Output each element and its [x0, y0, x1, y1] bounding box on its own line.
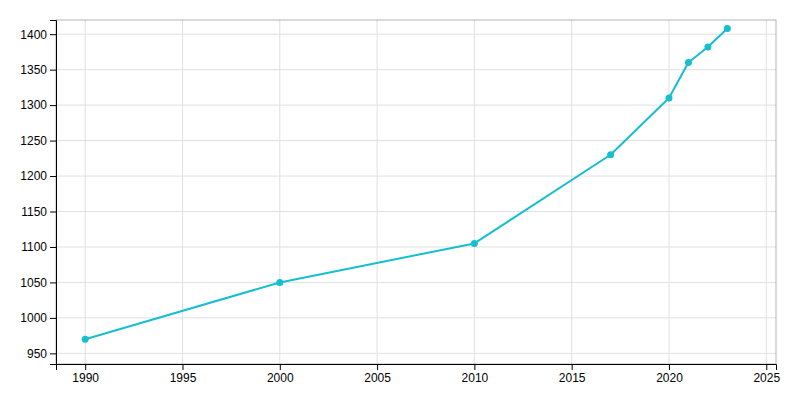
tick-label: 1350 — [20, 63, 47, 77]
tick-label: 1400 — [20, 28, 47, 42]
tick-mark — [85, 364, 86, 370]
tick-label: 2020 — [656, 371, 683, 385]
axis-line — [57, 365, 777, 371]
tick-label: 2015 — [559, 371, 586, 385]
tick-label: 1990 — [72, 371, 99, 385]
tick-mark — [50, 70, 56, 71]
tick-label: 950 — [27, 347, 47, 361]
point — [665, 95, 672, 102]
grid-line-y — [56, 69, 776, 70]
tick: 1000 — [20, 311, 56, 325]
grid-line-y — [56, 211, 776, 212]
point — [82, 336, 89, 343]
grid-line-x — [668, 20, 669, 364]
chart: 1990 1995 2000 2005 2010 2015 2020 2025 950 1000 1… — [0, 0, 800, 400]
grid-line-x — [766, 20, 767, 364]
point — [276, 279, 283, 286]
tick: 1300 — [20, 98, 56, 112]
tick-label: 2010 — [462, 371, 489, 385]
grid-line-x — [279, 20, 280, 364]
grid-line-x — [182, 20, 183, 364]
tick: 2000 — [267, 364, 294, 385]
marks — [82, 25, 731, 343]
grid-line-y — [56, 282, 776, 283]
tick: 2020 — [656, 364, 683, 385]
grid-line-x — [474, 20, 475, 364]
grid-line-y — [56, 34, 776, 35]
grid-line-y — [56, 105, 776, 106]
grid-line-y — [56, 353, 776, 354]
tick-mark — [50, 34, 56, 35]
grid-line-y — [56, 317, 776, 318]
tick-mark — [182, 364, 183, 370]
tick-label: 1050 — [20, 276, 47, 290]
y-axis: 950 1000 1050 1100 1150 1200 1250 1300 1350 1400 — [20, 21, 56, 365]
tick-label: 1250 — [20, 134, 47, 148]
tick-mark — [766, 364, 767, 370]
grid-line-y — [56, 140, 776, 141]
line — [85, 29, 727, 340]
point — [704, 43, 711, 50]
tick: 1400 — [20, 28, 56, 42]
plot: 1990 1995 2000 2005 2010 2015 2020 2025 950 1000 1… — [20, 20, 780, 385]
tick: 1350 — [20, 63, 56, 77]
tick: 2015 — [559, 364, 586, 385]
tick-mark — [474, 364, 475, 370]
tick-mark — [50, 353, 56, 354]
tick: 1200 — [20, 169, 56, 183]
tick: 1100 — [21, 240, 56, 254]
tick-mark — [572, 364, 573, 370]
tick-mark — [50, 247, 56, 248]
tick-label: 1300 — [20, 98, 47, 112]
tick: 1250 — [20, 134, 56, 148]
grid-line-x — [571, 20, 572, 364]
tick: 1050 — [20, 276, 56, 290]
point — [607, 151, 614, 158]
tick-label: 1995 — [170, 371, 197, 385]
tick-label: 1100 — [21, 240, 47, 254]
tick-label: 2000 — [267, 371, 294, 385]
tick: 950 — [27, 347, 56, 361]
tick: 1995 — [170, 364, 197, 385]
tick-mark — [280, 364, 281, 370]
tick: 2010 — [462, 364, 489, 385]
tick-mark — [669, 364, 670, 370]
point — [724, 25, 731, 32]
point — [471, 240, 478, 247]
grid — [56, 20, 776, 364]
tick-mark — [50, 318, 56, 319]
grid-line-y — [56, 246, 776, 247]
tick: 1150 — [21, 205, 56, 219]
tick-mark — [50, 141, 56, 142]
tick: 1990 — [72, 364, 99, 385]
tick: 2025 — [753, 364, 780, 385]
x-axis: 1990 1995 2000 2005 2010 2015 2020 2025 — [57, 364, 781, 385]
tick: 2005 — [364, 364, 391, 385]
tick-label: 2005 — [364, 371, 391, 385]
tick-label: 2025 — [753, 371, 780, 385]
grid-line-x — [377, 20, 378, 364]
point — [685, 59, 692, 66]
tick-label: 1150 — [21, 205, 47, 219]
tick-mark — [377, 364, 378, 370]
grid-line-x — [85, 20, 86, 364]
tick-mark — [50, 105, 56, 106]
tick-mark — [50, 176, 56, 177]
grid-line-y — [56, 176, 776, 177]
tick-mark — [50, 212, 56, 213]
tick-mark — [50, 282, 56, 283]
tick-label: 1200 — [20, 169, 47, 183]
tick-label: 1000 — [20, 311, 47, 325]
plot-frame — [56, 20, 776, 364]
